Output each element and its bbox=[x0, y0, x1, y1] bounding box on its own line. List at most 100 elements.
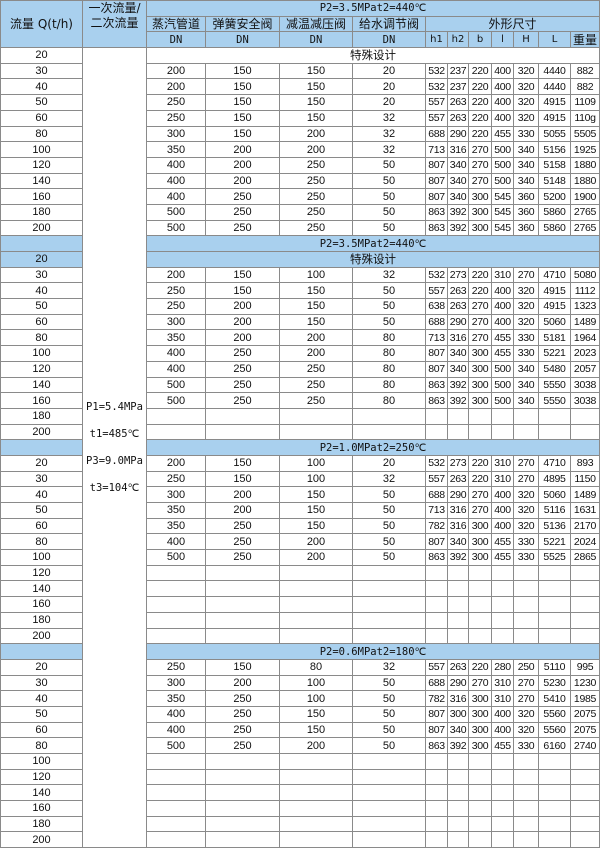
dn-value: 250 bbox=[279, 172, 353, 190]
dn-value bbox=[279, 627, 353, 645]
dimension-value: 557 bbox=[425, 658, 448, 676]
dn-value bbox=[205, 627, 280, 645]
header-row-1: 流量 Q(t/h) 一次流量/二次流量 P2=3.5MPat2=440℃ bbox=[0, 0, 600, 49]
dimension-value bbox=[513, 815, 539, 833]
dn-value bbox=[146, 564, 206, 582]
dimension-value: 807 bbox=[425, 172, 448, 190]
dimension-value bbox=[538, 800, 571, 817]
dn-value: 250 bbox=[146, 470, 206, 488]
dimension-value bbox=[569, 784, 600, 802]
dimension-value: 882 bbox=[569, 78, 600, 96]
dimension-value bbox=[425, 800, 448, 817]
dimension-value: 5230 bbox=[538, 674, 571, 692]
steam-pipe-header: 蒸汽管道 bbox=[146, 15, 206, 33]
dimension-value bbox=[491, 831, 514, 849]
dimension-value bbox=[569, 627, 600, 645]
table-row: 30 300 200 100 50 688 290 270 310 270 5230 1230 bbox=[0, 674, 600, 692]
dn-value: 350 bbox=[146, 502, 206, 519]
table-row: 40 350 250 100 50 782 316 300 310 270 5410 1985 bbox=[0, 690, 600, 707]
feed-valve-header: 给水调节阀 bbox=[352, 15, 426, 33]
dn-value: 500 bbox=[146, 219, 206, 237]
dimension-value: 392 bbox=[447, 203, 469, 221]
dn-value: 200 bbox=[205, 141, 280, 158]
dimension-value bbox=[447, 815, 469, 833]
dimension-value: 237 bbox=[447, 78, 469, 96]
dn-value bbox=[352, 407, 426, 425]
dimension-value bbox=[569, 768, 600, 786]
flow-value: 100 bbox=[0, 345, 83, 362]
dimension-value: 290 bbox=[447, 486, 469, 503]
side-param: P3=9.0MPa bbox=[86, 454, 143, 467]
dn-value: 200 bbox=[279, 533, 353, 551]
dimension-value bbox=[513, 564, 539, 582]
dimension-value: 4895 bbox=[538, 470, 571, 488]
dn-value bbox=[279, 815, 353, 833]
dn-value: 200 bbox=[146, 78, 206, 96]
dn-value: 200 bbox=[205, 156, 280, 174]
dimension-value: 340 bbox=[447, 345, 469, 362]
dimension-value bbox=[513, 800, 539, 817]
dimension-value bbox=[468, 580, 492, 598]
dn-value: 80 bbox=[352, 392, 426, 409]
dimension-value: 688 bbox=[425, 486, 448, 503]
dimension-value: 1150 bbox=[569, 470, 600, 488]
dn-value: 200 bbox=[205, 172, 280, 190]
dimension-value: 320 bbox=[513, 109, 539, 127]
dn-value bbox=[279, 800, 353, 817]
dimension-value bbox=[491, 768, 514, 786]
flow-value: 20 bbox=[0, 454, 83, 472]
dimension-value: 316 bbox=[447, 502, 469, 519]
dn-value: 250 bbox=[205, 203, 280, 221]
dimension-value: 532 bbox=[425, 454, 448, 472]
dimension-value: 532 bbox=[425, 62, 448, 80]
dn-value: 400 bbox=[146, 705, 206, 723]
dimension-value: 300 bbox=[468, 219, 492, 237]
dn-value: 150 bbox=[279, 486, 353, 503]
dimension-value: 263 bbox=[447, 109, 469, 127]
table-row: 60 300 200 150 50 688 290 270 400 320 5060 1489 bbox=[0, 313, 600, 331]
table-row: 30 200 150 150 20 532 237 220 400 320 4440 882 bbox=[0, 62, 600, 80]
dimension-value bbox=[538, 596, 571, 613]
dimension-value: 263 bbox=[447, 470, 469, 488]
dn-value: 250 bbox=[279, 188, 353, 205]
table-row: 160 bbox=[0, 596, 600, 613]
dn-value bbox=[205, 831, 280, 849]
dimension-value: 270 bbox=[513, 454, 539, 472]
dn-value: 80 bbox=[279, 658, 353, 676]
dimension-value bbox=[425, 768, 448, 786]
dimension-value bbox=[447, 627, 469, 645]
dimension-value bbox=[569, 423, 600, 441]
flow-value: 100 bbox=[0, 141, 83, 158]
dimension-value bbox=[569, 564, 600, 582]
dn-value: 50 bbox=[352, 690, 426, 707]
dn-value: 500 bbox=[146, 392, 206, 409]
table-row: 160 400 250 250 50 807 340 300 545 360 5200 1900 bbox=[0, 188, 600, 205]
dimension-value: 330 bbox=[513, 345, 539, 362]
table-row: 140 bbox=[0, 580, 600, 598]
table-row: 160 bbox=[0, 800, 600, 817]
dn-value: 250 bbox=[205, 737, 280, 754]
dimension-value bbox=[468, 627, 492, 645]
dn-value bbox=[352, 564, 426, 582]
dimension-value bbox=[447, 564, 469, 582]
dn-value: 50 bbox=[352, 674, 426, 692]
flow-value: 50 bbox=[0, 94, 83, 111]
dimension-value bbox=[447, 768, 469, 786]
dimension-value: 340 bbox=[447, 172, 469, 190]
dn-value: 20 bbox=[352, 78, 426, 96]
dn-value: 200 bbox=[279, 125, 353, 143]
dn-value: 250 bbox=[146, 94, 206, 111]
dimension-value bbox=[513, 831, 539, 849]
dn-value: 50 bbox=[352, 156, 426, 174]
dn-value: 150 bbox=[279, 502, 353, 519]
table-row: 180 bbox=[0, 407, 600, 425]
section-header-row: P2=3.5MPat2=440℃ bbox=[0, 235, 600, 252]
dimension-value: 300 bbox=[468, 188, 492, 205]
dimension-value: 863 bbox=[425, 203, 448, 221]
dim-col-header: h2 bbox=[447, 31, 469, 49]
dn-value: 350 bbox=[146, 329, 206, 347]
dn-value bbox=[146, 831, 206, 849]
dimension-value: 270 bbox=[468, 674, 492, 692]
dimension-value: 392 bbox=[447, 219, 469, 237]
flow-value: 180 bbox=[0, 407, 83, 425]
